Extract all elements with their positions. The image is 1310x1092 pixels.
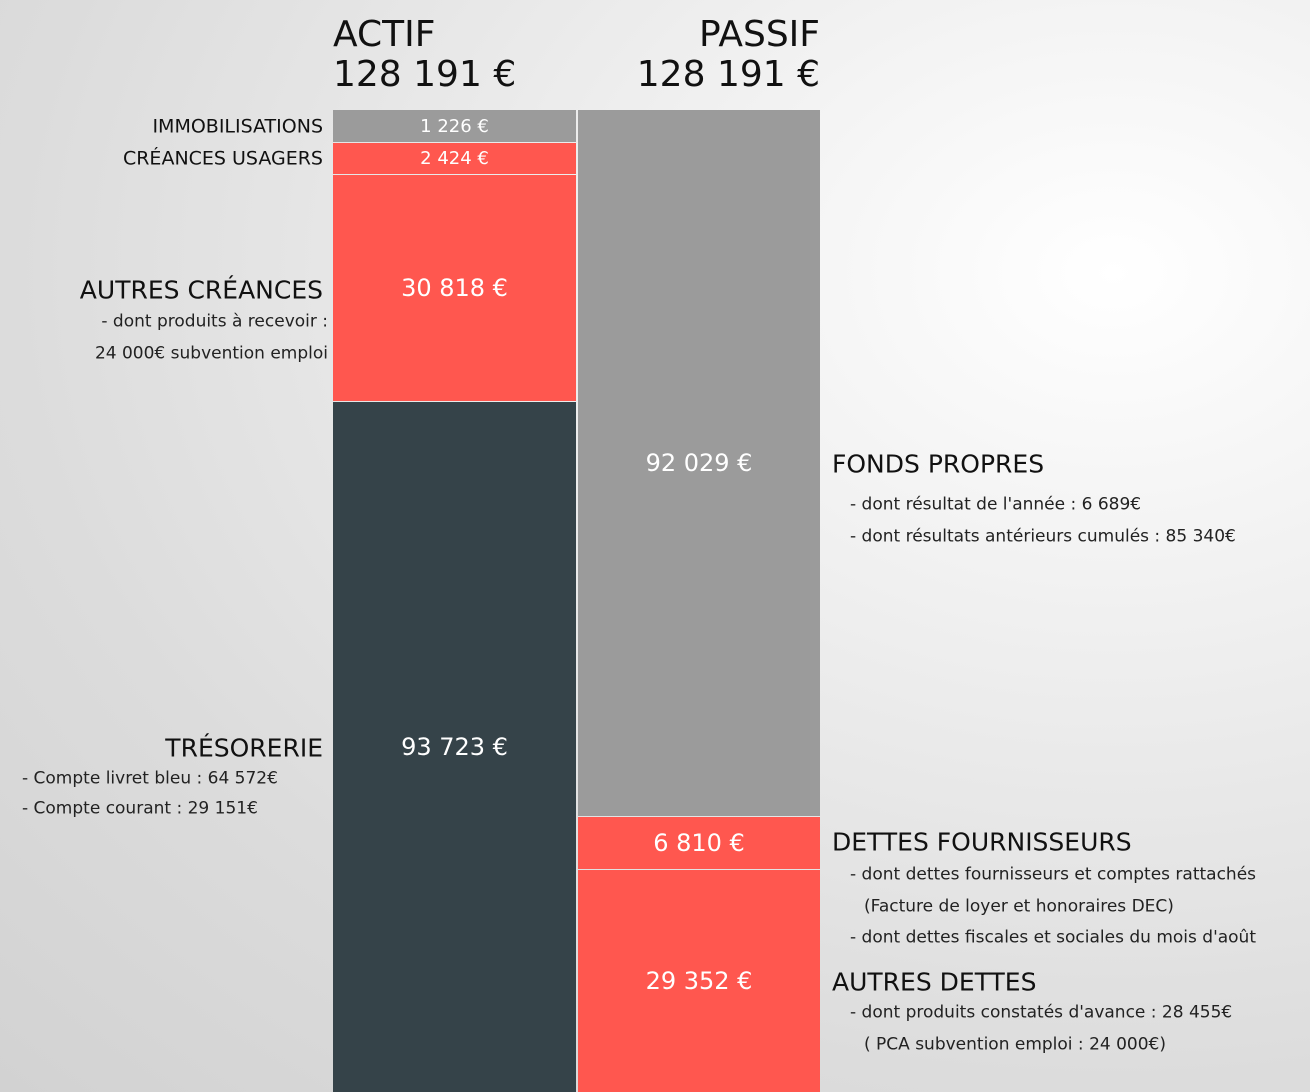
- block-note: - dont produits à recevoir :: [101, 314, 328, 331]
- block-note: - Compte livret bleu : 64 572€: [22, 771, 278, 788]
- block-note: - dont dettes fiscales et sociales du mo…: [850, 930, 1256, 947]
- balance-block: 29 352 €: [578, 870, 820, 1092]
- block-label: CRÉANCES USAGERS: [123, 150, 323, 169]
- passif-total: 128 191 €: [637, 57, 820, 93]
- block-note: - dont dettes fournisseurs et comptes ra…: [850, 867, 1256, 884]
- actif-title: ACTIF: [333, 17, 435, 53]
- block-label: AUTRES DETTES: [832, 970, 1036, 995]
- block-label: FONDS PROPRES: [832, 452, 1044, 477]
- balance-block: 1 226 €: [333, 110, 576, 142]
- passif-title: PASSIF: [699, 17, 820, 53]
- balance-block: 93 723 €: [333, 402, 576, 1092]
- block-note: - Compte courant : 29 151€: [22, 801, 258, 818]
- block-label: DETTES FOURNISSEURS: [832, 830, 1132, 855]
- block-note: - dont résultats antérieurs cumulés : 85…: [850, 529, 1236, 546]
- balance-block: 92 029 €: [578, 110, 820, 816]
- block-note: (Facture de loyer et honoraires DEC): [864, 899, 1174, 916]
- block-label: IMMOBILISATIONS: [152, 118, 323, 137]
- block-label: TRÉSORERIE: [165, 736, 323, 761]
- page: ACTIF 128 191 € PASSIF 128 191 € (() => …: [0, 0, 1310, 1092]
- balance-block: 2 424 €: [333, 143, 576, 174]
- block-note: - dont produits constatés d'avance : 28 …: [850, 1005, 1232, 1022]
- balance-block: 30 818 €: [333, 175, 576, 401]
- actif-total: 128 191 €: [333, 57, 516, 93]
- block-note: 24 000€ subvention emploi: [95, 346, 328, 363]
- block-note: - dont résultat de l'année : 6 689€: [850, 497, 1141, 514]
- block-label: AUTRES CRÉANCES: [80, 278, 323, 303]
- block-note: ( PCA subvention emploi : 24 000€): [864, 1037, 1166, 1054]
- balance-block: 6 810 €: [578, 817, 820, 869]
